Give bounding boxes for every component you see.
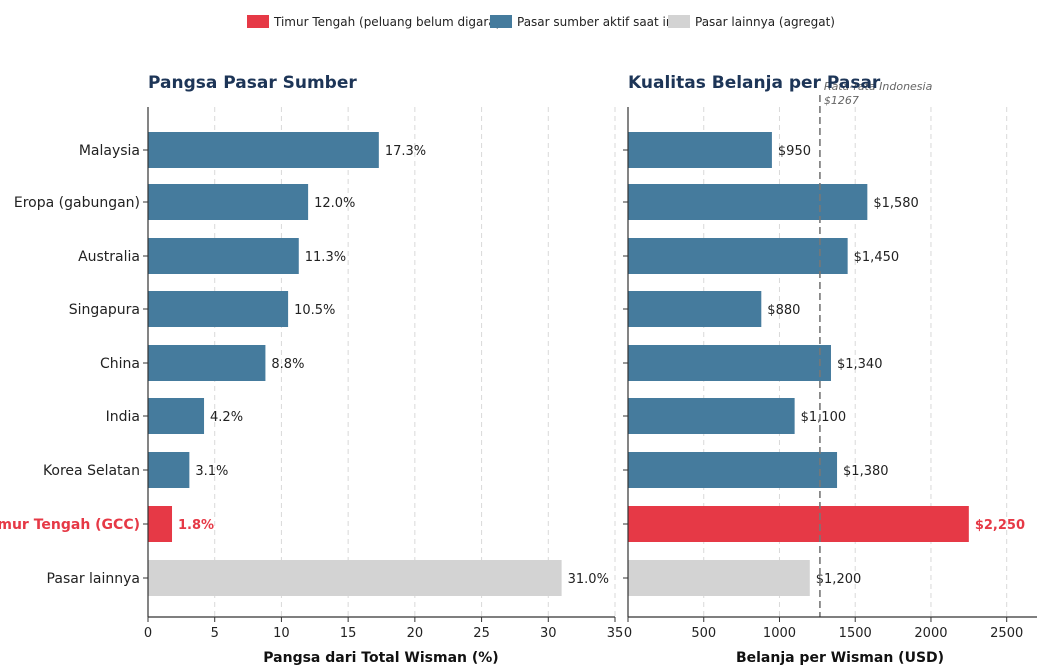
x-tick-label: 1500 (839, 626, 872, 641)
category-label: Timur Tengah (GCC) (0, 517, 140, 533)
bar-malaysia (148, 132, 379, 168)
value-label: 31.0% (568, 572, 609, 587)
x-tick-label: 1000 (763, 626, 796, 641)
value-label: $950 (778, 144, 811, 159)
legend-label: Timur Tengah (peluang belum digarap) (273, 15, 508, 29)
bar-india (628, 398, 795, 434)
reference-value: $1267 (824, 94, 859, 107)
bar-singapura (628, 291, 762, 327)
bar-korea-selatan (628, 452, 838, 488)
value-label: $1,380 (843, 464, 889, 479)
x-tick-label: 500 (691, 626, 716, 641)
x-tick-label: 2000 (914, 626, 947, 641)
value-label: $880 (767, 303, 800, 318)
x-axis-label: Pangsa dari Total Wisman (%) (263, 650, 498, 665)
bar-china (628, 345, 831, 381)
bar-australia (628, 238, 848, 274)
value-label: $1,100 (801, 410, 847, 425)
bar-eropa-gabungan- (148, 184, 309, 220)
value-label: $1,340 (837, 357, 883, 372)
bar-eropa-gabungan- (628, 184, 868, 220)
bar-korea-selatan (148, 452, 190, 488)
value-label: 17.3% (385, 144, 426, 159)
chart-title: Pangsa Pasar Sumber (148, 73, 357, 93)
category-label: Malaysia (79, 143, 140, 159)
bar-pasar-lainnya (148, 560, 562, 596)
value-label: $1,200 (816, 572, 862, 587)
x-tick-label: 20 (407, 626, 424, 641)
bar-india (148, 398, 205, 434)
value-label: $1,580 (873, 196, 919, 211)
value-label: 8.8% (271, 357, 304, 372)
legend-label: Pasar lainnya (agregat) (695, 15, 835, 29)
x-tick-label: 10 (273, 626, 290, 641)
bar-malaysia (628, 132, 772, 168)
legend-label: Pasar sumber aktif saat ini (517, 15, 677, 29)
category-label: Korea Selatan (43, 463, 140, 479)
category-label: Eropa (gabungan) (14, 195, 140, 211)
legend-swatch (247, 15, 269, 28)
value-label: 1.8% (178, 518, 214, 533)
category-label: Pasar lainnya (47, 571, 140, 587)
x-tick-label: 0 (144, 626, 152, 641)
legend-swatch (668, 15, 690, 28)
value-label: $2,250 (975, 518, 1025, 533)
value-label: $1,450 (854, 250, 900, 265)
value-label: 4.2% (210, 410, 243, 425)
chart-title: Kualitas Belanja per Pasar (628, 73, 881, 93)
bar-australia (148, 238, 299, 274)
x-tick-label: 0 (624, 626, 632, 641)
category-label: China (100, 356, 140, 372)
value-label: 11.3% (305, 250, 346, 265)
x-tick-label: 30 (540, 626, 557, 641)
category-label: India (106, 409, 140, 425)
category-label: Australia (78, 249, 140, 265)
category-label: Singapura (69, 302, 140, 318)
x-axis-label: Belanja per Wisman (USD) (736, 650, 944, 665)
x-tick-label: 35 (607, 626, 624, 641)
value-label: 12.0% (314, 196, 355, 211)
x-tick-label: 15 (340, 626, 357, 641)
legend-swatch (490, 15, 512, 28)
x-tick-label: 2500 (990, 626, 1023, 641)
bar-china (148, 345, 266, 381)
x-tick-label: 5 (211, 626, 219, 641)
bar-singapura (148, 291, 289, 327)
reference-label: Rata-rata Indonesia (824, 80, 933, 93)
bar-timur-tengah-gcc- (628, 506, 969, 542)
bar-timur-tengah-gcc- (148, 506, 173, 542)
x-tick-label: 25 (473, 626, 490, 641)
value-label: 3.1% (195, 464, 228, 479)
value-label: 10.5% (294, 303, 335, 318)
bar-pasar-lainnya (628, 560, 810, 596)
